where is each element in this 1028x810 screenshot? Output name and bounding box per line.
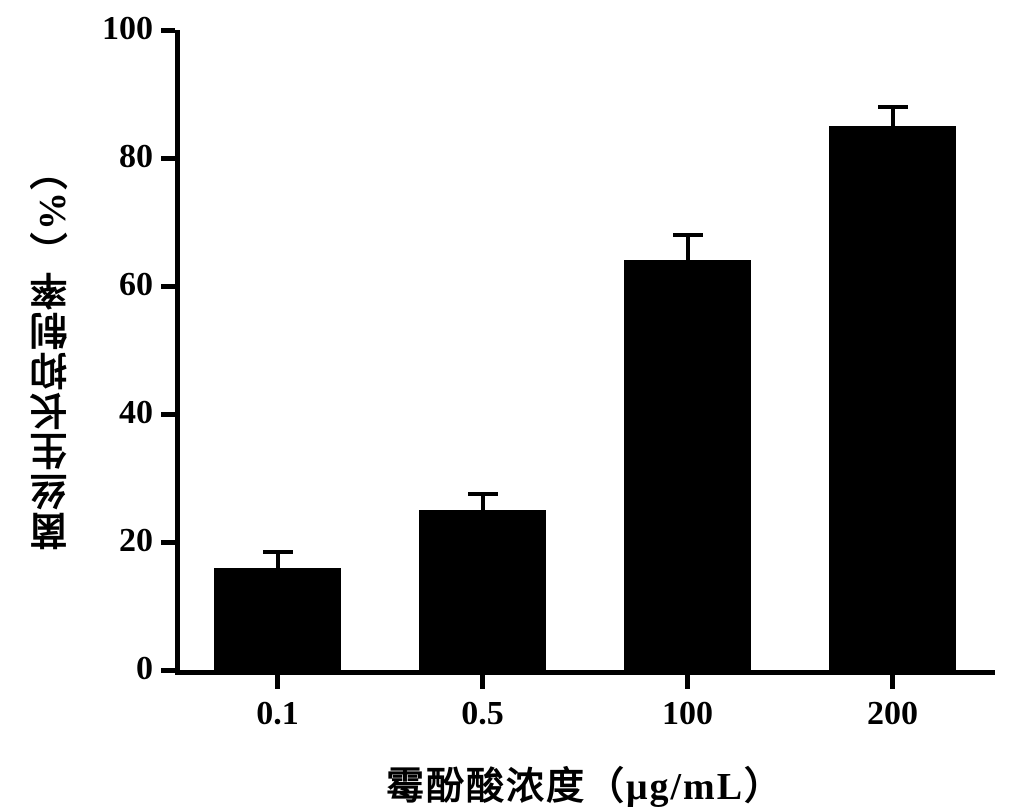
y-tick — [161, 668, 175, 673]
bar — [214, 568, 341, 670]
y-tick — [161, 412, 175, 417]
x-tick-label: 200 — [833, 695, 953, 733]
y-tick — [161, 28, 175, 33]
error-cap — [468, 492, 498, 496]
x-axis-label: 霉酚酸浓度（μg/mL） — [285, 755, 885, 810]
error-whisker — [891, 107, 895, 126]
error-cap — [263, 550, 293, 554]
y-tick — [161, 284, 175, 289]
y-tick-label: 40 — [119, 394, 153, 432]
bar-chart: 0204060801000.10.5100200菌丝生长抑制率（%）霉酚酸浓度（… — [0, 0, 1028, 806]
x-axis — [175, 670, 995, 675]
bar — [624, 260, 751, 670]
y-tick — [161, 156, 175, 161]
x-tick — [890, 675, 895, 689]
x-tick-label: 100 — [628, 695, 748, 733]
y-tick-label: 60 — [119, 266, 153, 304]
y-tick-label: 80 — [119, 138, 153, 176]
bar — [829, 126, 956, 670]
x-tick — [275, 675, 280, 689]
x-tick-label: 0.1 — [218, 695, 338, 733]
y-tick — [161, 540, 175, 545]
error-whisker — [686, 235, 690, 261]
x-tick — [685, 675, 690, 689]
y-axis — [175, 30, 180, 675]
error-whisker — [276, 552, 280, 568]
y-axis-label: 菌丝生长抑制率（%） — [25, 90, 80, 610]
bar — [419, 510, 546, 670]
x-tick — [480, 675, 485, 689]
error-whisker — [481, 494, 485, 510]
x-tick-label: 0.5 — [423, 695, 543, 733]
error-cap — [673, 233, 703, 237]
error-cap — [878, 105, 908, 109]
y-tick-label: 100 — [102, 10, 153, 48]
y-tick-label: 0 — [136, 650, 153, 688]
y-tick-label: 20 — [119, 522, 153, 560]
